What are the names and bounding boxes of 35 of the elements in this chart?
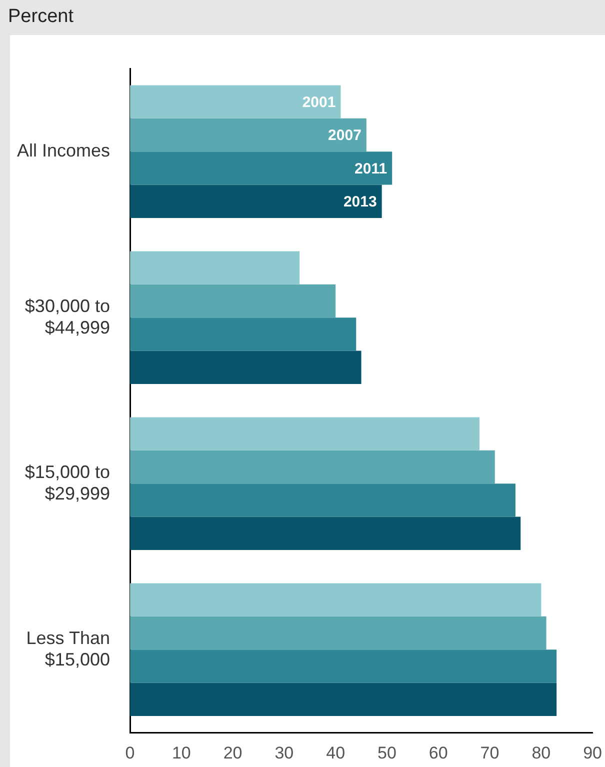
bar <box>130 450 495 484</box>
x-tick-label: 40 <box>326 743 346 762</box>
bar <box>130 284 336 318</box>
x-tick-label: 50 <box>378 743 396 762</box>
x-tick-label: 70 <box>480 743 500 762</box>
x-tick-label: 30 <box>274 743 294 762</box>
x-tick-label: 90 <box>583 743 602 762</box>
y-tick-label: $30,000 to $44,999 <box>24 296 110 338</box>
bar <box>130 118 366 152</box>
series-label: 2011 <box>354 160 388 178</box>
bar <box>130 350 362 384</box>
bar <box>130 184 382 218</box>
series-label: 2007 <box>328 127 362 144</box>
x-tick-label: 60 <box>428 743 448 762</box>
bar <box>130 516 521 550</box>
bar <box>130 152 392 185</box>
x-tick-label: 10 <box>172 743 191 762</box>
bar <box>130 616 546 650</box>
y-tick-label: All Incomes <box>16 140 110 161</box>
bar <box>130 650 557 683</box>
bar <box>130 251 300 284</box>
x-tick-label: 0 <box>125 743 135 762</box>
bar <box>130 583 542 616</box>
series-label: 2013 <box>343 194 377 211</box>
bar <box>130 85 341 118</box>
bar <box>130 484 516 517</box>
y-tick-label: $15,000 to $29,999 <box>24 462 110 504</box>
x-tick-label: 20 <box>223 743 242 762</box>
bar <box>130 318 356 351</box>
y-tick-label: Less Than $15,000 <box>26 628 110 670</box>
bar <box>130 417 480 450</box>
x-axis-title: Percent <box>8 6 74 28</box>
series-label: 2001 <box>302 94 336 111</box>
x-tick-label: 80 <box>532 743 551 762</box>
bar <box>130 682 557 716</box>
